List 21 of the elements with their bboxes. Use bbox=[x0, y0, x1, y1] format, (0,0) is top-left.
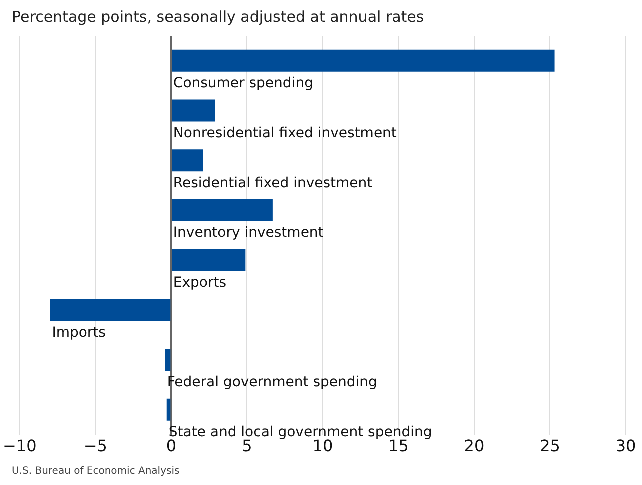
bar bbox=[172, 100, 216, 122]
bar bbox=[166, 398, 171, 421]
bar bbox=[172, 150, 204, 172]
y-tick-label: Exports bbox=[173, 274, 227, 291]
y-tick-label: Nonresidential fixed investment bbox=[173, 125, 398, 142]
bar bbox=[172, 249, 246, 272]
y-tick-label: Residential fixed investment bbox=[173, 175, 374, 192]
x-tick-label: 20 bbox=[464, 436, 485, 456]
bar bbox=[50, 299, 171, 322]
y-tick-label: Imports bbox=[52, 324, 106, 341]
x-tick-label: 30 bbox=[616, 436, 636, 456]
x-tick-label: −10 bbox=[3, 436, 37, 456]
x-tick-label: 25 bbox=[540, 436, 560, 456]
bar bbox=[165, 349, 171, 372]
chart-title: Percentage points, seasonally adjusted at annual rates bbox=[12, 8, 424, 26]
x-tick-label: −5 bbox=[84, 436, 108, 456]
text: U.S. Bureau of Economic Analysis bbox=[12, 466, 180, 477]
bar bbox=[172, 50, 555, 72]
bar bbox=[172, 199, 273, 222]
y-tick-label: Inventory investment bbox=[173, 225, 324, 242]
y-tick-label: Consumer spending bbox=[173, 76, 314, 92]
